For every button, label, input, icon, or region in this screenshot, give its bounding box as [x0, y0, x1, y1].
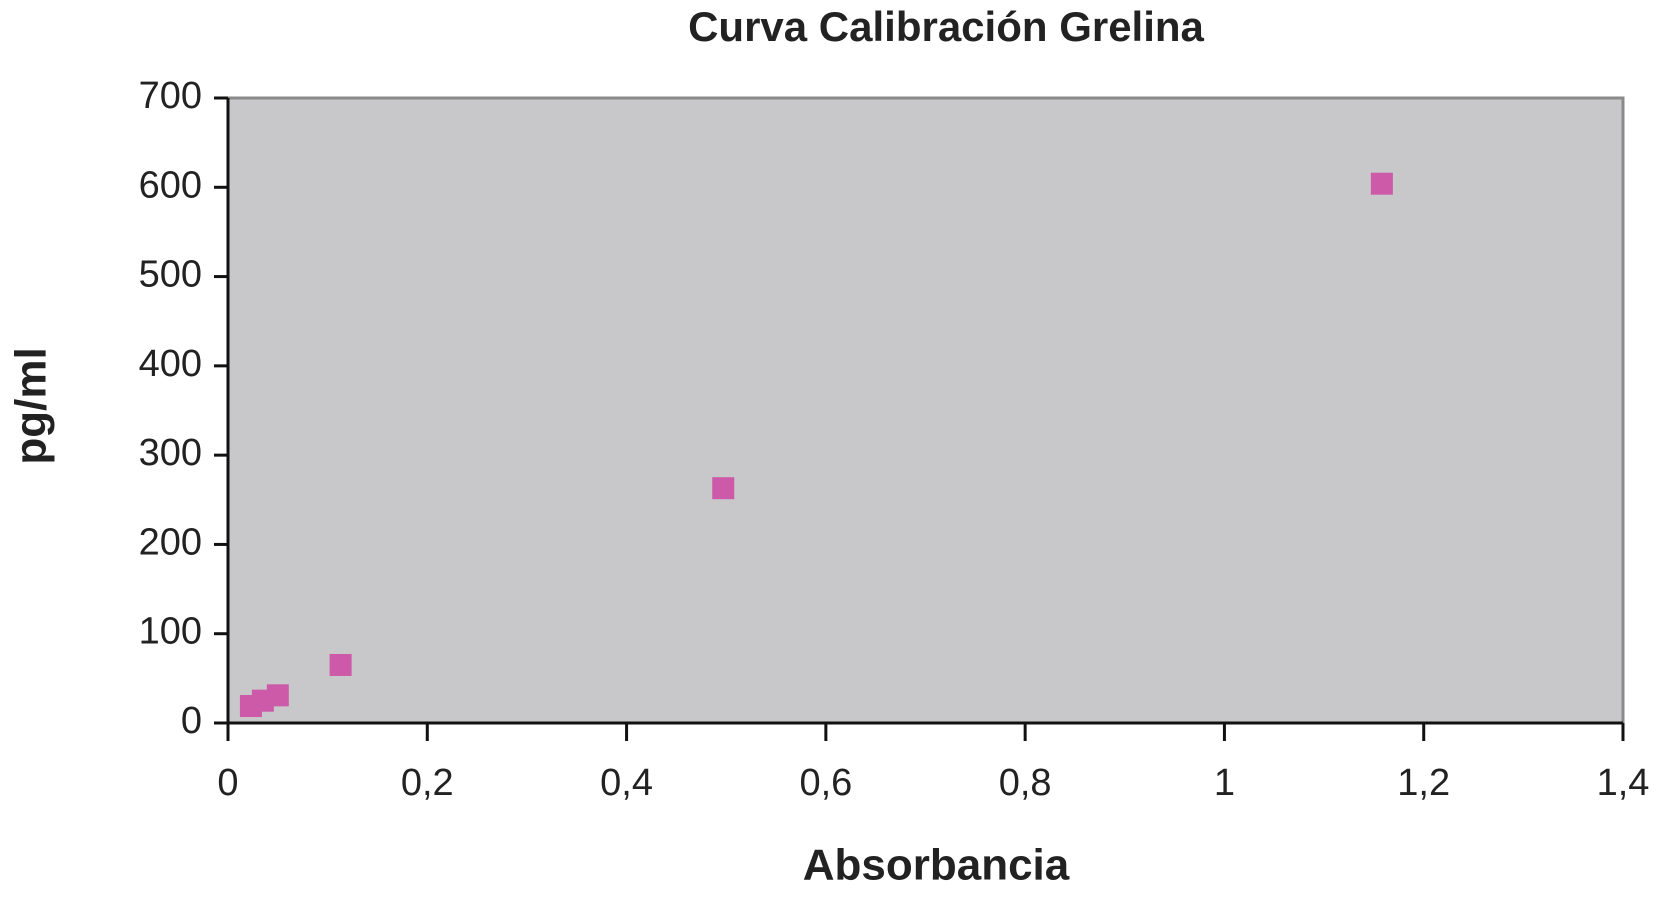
x-tick-label: 1: [1214, 762, 1235, 804]
marker: [266, 684, 289, 707]
y-axis-title: pg/ml: [7, 347, 56, 464]
plot-area: [226, 96, 1625, 725]
y-tick-label: 600: [139, 164, 202, 206]
y-tick-label: 500: [139, 254, 202, 296]
marker: [1370, 172, 1393, 195]
marker: [329, 653, 352, 676]
x-tick-label: 1,2: [1397, 762, 1450, 804]
x-tick-label: 1,4: [1597, 762, 1650, 804]
x-tick-label: 0,4: [600, 762, 653, 804]
y-tick-label: 400: [139, 343, 202, 385]
y-tick-label: 700: [139, 75, 202, 117]
y-tick-label: 300: [139, 432, 202, 474]
y-tick-label: 100: [139, 611, 202, 653]
marker: [712, 477, 735, 500]
y-tick-label: 200: [139, 521, 202, 563]
x-tick-label: 0,6: [799, 762, 852, 804]
x-tick-label: 0,2: [401, 762, 454, 804]
chart-title: Curva Calibración Grelina: [688, 3, 1204, 50]
x-axis-title: Absorbancia: [803, 841, 1070, 890]
x-tick-label: 0,8: [999, 762, 1052, 804]
y-tick-label: 0: [181, 700, 202, 742]
x-tick-label: 0: [217, 762, 238, 804]
